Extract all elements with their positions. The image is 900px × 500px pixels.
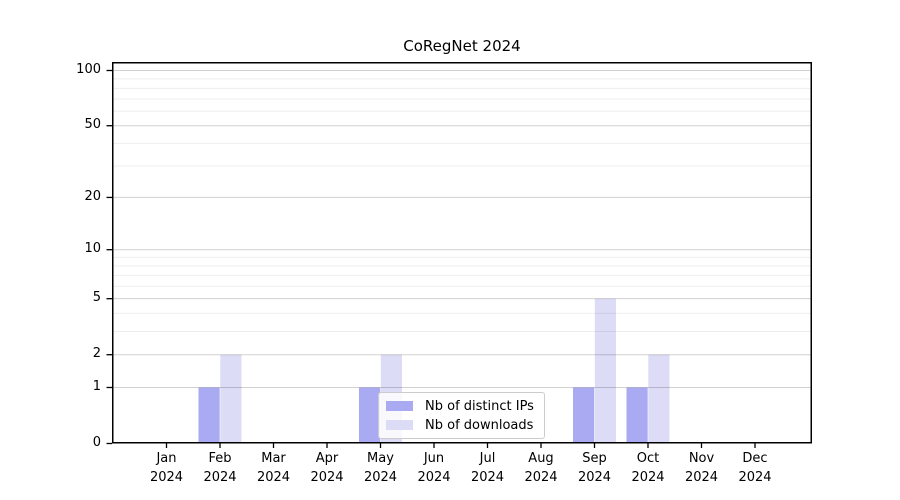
x-tick-label: Apr 2024 xyxy=(310,451,344,485)
bar-downloads xyxy=(594,298,616,444)
y-tick-label: 20 xyxy=(84,188,101,204)
bar-downloads xyxy=(220,354,242,444)
y-tick-label: 5 xyxy=(92,290,101,306)
plot-canvas xyxy=(106,62,812,448)
bar-distinct-ips xyxy=(198,387,220,444)
bar-distinct-ips xyxy=(626,387,648,444)
legend-swatch-downloads-icon xyxy=(386,420,413,430)
x-tick-label: Jul 2024 xyxy=(470,451,505,485)
y-tick-label: 10 xyxy=(84,241,101,257)
plot-area: Nb of distinct IPs Nb of downloads xyxy=(106,62,812,448)
plot-frame xyxy=(112,62,812,444)
x-tick-label: Aug 2024 xyxy=(524,451,558,485)
bar-distinct-ips xyxy=(359,387,381,444)
legend-label-distinct-ips: Nb of distinct IPs xyxy=(425,398,534,414)
x-tick-label: Jan 2024 xyxy=(149,451,184,485)
y-tick-label: 0 xyxy=(92,435,101,450)
x-tick-label: Feb 2024 xyxy=(203,451,237,485)
x-tick-label: Oct 2024 xyxy=(631,451,665,485)
x-tick-label: May 2024 xyxy=(363,451,398,485)
legend-item-distinct-ips: Nb of distinct IPs xyxy=(386,398,534,414)
legend-swatch-distinct-ips-icon xyxy=(386,401,413,411)
y-tick-label: 100 xyxy=(76,62,101,77)
y-tick-label: 2 xyxy=(92,346,101,362)
bar-downloads xyxy=(648,354,670,444)
chart-title: CoRegNet 2024 xyxy=(403,37,521,55)
y-tick-label: 50 xyxy=(84,117,101,133)
x-tick-label: Nov 2024 xyxy=(684,451,719,485)
legend-label-downloads: Nb of downloads xyxy=(425,417,534,433)
x-tick-label: Jun 2024 xyxy=(417,451,451,485)
legend: Nb of distinct IPs Nb of downloads xyxy=(378,392,545,439)
x-tick-label: Dec 2024 xyxy=(738,451,772,485)
y-tick-label: 1 xyxy=(92,379,101,394)
bar-distinct-ips xyxy=(573,387,595,444)
legend-item-downloads: Nb of downloads xyxy=(386,417,534,433)
x-tick-label: Sep 2024 xyxy=(577,451,612,485)
x-tick-label: Mar 2024 xyxy=(256,451,291,485)
